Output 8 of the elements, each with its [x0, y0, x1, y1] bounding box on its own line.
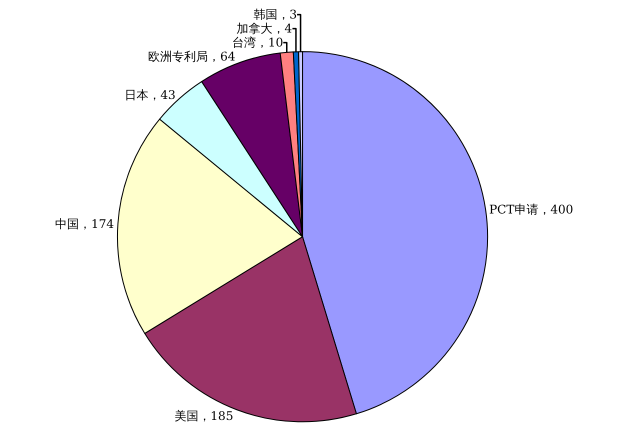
slice-label: PCT申请，400 — [489, 202, 574, 216]
slice-label: 加拿大，4 — [236, 22, 292, 36]
slice-label: 韩国，3 — [253, 8, 298, 22]
slice-label: 台湾，10 — [232, 36, 284, 50]
slice-label: 日本，43 — [124, 88, 176, 102]
slice-label: 美国，185 — [174, 408, 234, 423]
slice-label: 中国，174 — [55, 216, 114, 231]
slice-label: 欧洲专利局，64 — [148, 50, 236, 64]
